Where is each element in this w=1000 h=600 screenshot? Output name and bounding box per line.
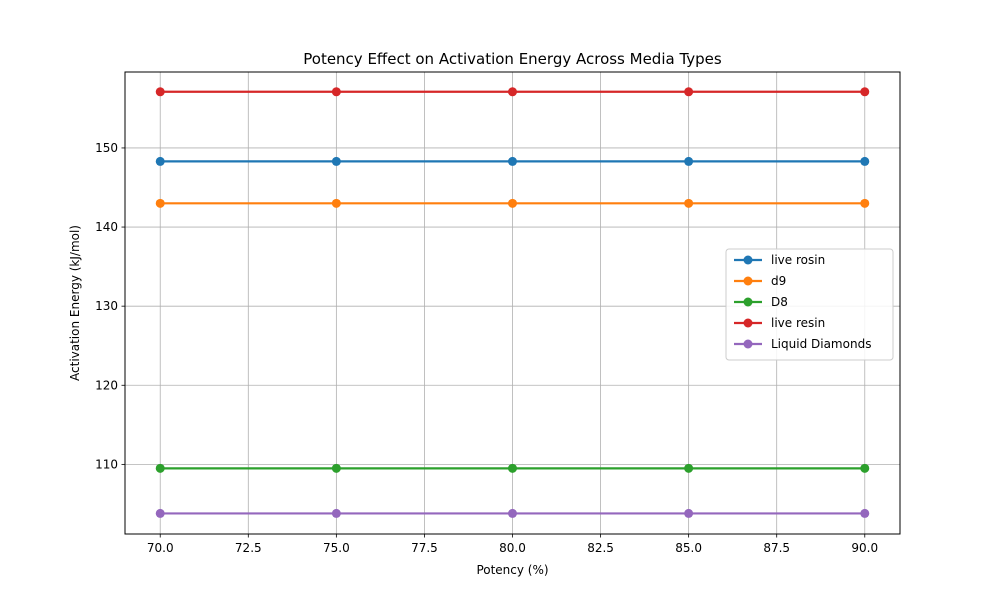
chart-title: Potency Effect on Activation Energy Acro… xyxy=(303,50,722,68)
x-tick-label: 82.5 xyxy=(587,541,614,555)
legend-entry-label: D8 xyxy=(771,295,788,309)
x-tick-label: 80.0 xyxy=(499,541,526,555)
y-axis-ticks: 110 120 130 140 150 xyxy=(95,141,125,471)
data-point xyxy=(331,87,341,97)
x-tick-label: 90.0 xyxy=(851,541,878,555)
data-point xyxy=(684,156,694,166)
x-tick-label: 85.0 xyxy=(675,541,702,555)
y-tick-label: 130 xyxy=(95,299,118,313)
x-tick-label: 77.5 xyxy=(411,541,438,555)
legend-swatch-marker xyxy=(743,318,753,328)
data-point xyxy=(684,463,694,473)
data-point xyxy=(684,87,694,97)
legend-entry-label: live rosin xyxy=(771,253,825,267)
data-point xyxy=(508,87,517,97)
data-point xyxy=(155,198,165,208)
data-point xyxy=(331,508,341,518)
data-point xyxy=(155,87,165,97)
legend-box xyxy=(725,248,894,361)
data-point xyxy=(155,463,165,473)
legend-entry-label: Liquid Diamonds xyxy=(771,337,871,351)
data-point xyxy=(331,156,341,166)
series-lines xyxy=(155,87,870,518)
legend-swatch-marker xyxy=(743,255,753,265)
grid-lines xyxy=(125,72,900,534)
data-point xyxy=(508,198,517,208)
data-point xyxy=(860,463,870,473)
data-point xyxy=(860,87,870,97)
legend-entry-label: d9 xyxy=(771,274,786,288)
legend-entry-label: live resin xyxy=(771,316,825,330)
x-tick-label: 72.5 xyxy=(235,541,262,555)
legend-swatch-marker xyxy=(743,297,753,307)
legend-swatch-marker xyxy=(743,276,753,286)
y-tick-label: 140 xyxy=(95,220,118,234)
data-point xyxy=(684,198,694,208)
data-point xyxy=(331,463,341,473)
data-point xyxy=(508,508,517,518)
y-tick-label: 110 xyxy=(95,457,118,471)
data-point xyxy=(684,508,694,518)
x-axis-ticks: 70.0 72.5 75.0 77.5 80.0 82.5 85.0 87.5 90.0 xyxy=(147,534,878,555)
data-point xyxy=(331,198,341,208)
y-tick-label: 150 xyxy=(95,141,118,155)
data-point xyxy=(860,198,870,208)
data-point xyxy=(155,508,165,518)
legend: live rosin d9 D8 live resin Liquid Diamonds xyxy=(725,248,894,361)
x-tick-label: 87.5 xyxy=(763,541,790,555)
data-point xyxy=(860,156,870,166)
x-tick-label: 75.0 xyxy=(323,541,350,555)
data-point xyxy=(508,463,517,473)
data-point xyxy=(155,156,165,166)
x-axis-label: Potency (%) xyxy=(476,563,548,577)
data-point xyxy=(508,156,517,166)
data-point xyxy=(860,508,870,518)
legend-swatch-marker xyxy=(743,339,753,349)
y-axis-label: Activation Energy (kJ/mol) xyxy=(68,225,82,381)
y-tick-label: 120 xyxy=(95,378,118,392)
x-tick-label: 70.0 xyxy=(147,541,174,555)
